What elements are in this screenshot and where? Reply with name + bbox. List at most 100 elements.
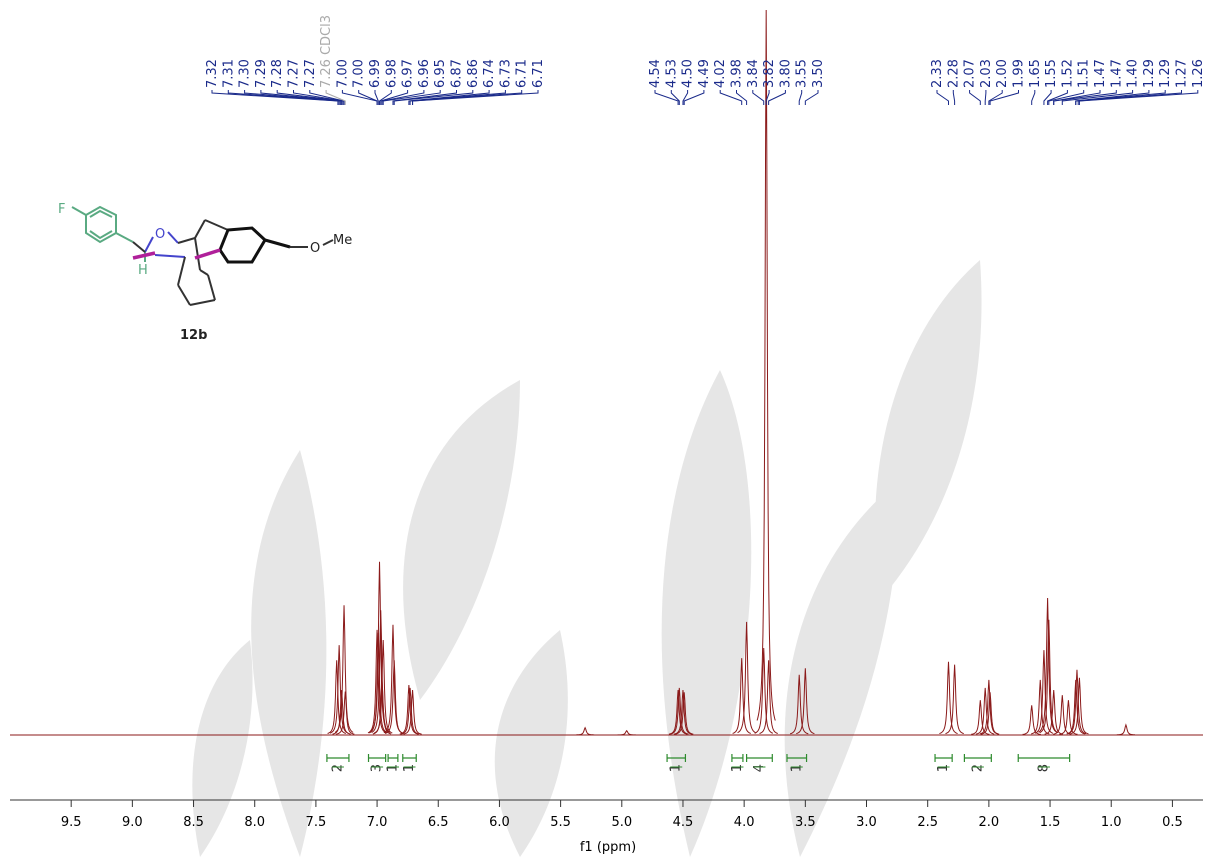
peak xyxy=(1031,679,1050,735)
peak-label: 6.87 xyxy=(450,59,465,88)
peak-connector xyxy=(768,90,786,105)
peak-label: 4.53 xyxy=(664,59,679,88)
peak-connector xyxy=(409,90,506,105)
atom-label: Me xyxy=(333,233,352,248)
peak-connector xyxy=(408,90,490,105)
peak-connector xyxy=(1048,90,1085,105)
x-tick-label: 4.5 xyxy=(673,815,694,830)
peak-label: 7.30 xyxy=(238,59,253,88)
x-tick-label: 8.5 xyxy=(183,815,204,830)
peak-label-value: 3.50 xyxy=(811,59,826,88)
peak-connector xyxy=(798,90,803,105)
peak-label: 1.40 xyxy=(1126,59,1141,88)
peak-label: 6.99 xyxy=(368,59,383,88)
x-tick-label: 2.0 xyxy=(979,815,1000,830)
peak-connector xyxy=(969,90,981,105)
peak-connector xyxy=(683,90,705,105)
peak-label-value: 3.84 xyxy=(746,59,761,88)
peak-label: 6.96 xyxy=(417,59,432,88)
x-tick-label: 7.0 xyxy=(367,815,388,830)
peak xyxy=(670,687,689,735)
peak-label: 2.33 xyxy=(930,59,945,88)
peak xyxy=(1059,700,1078,735)
peak-label: 1.26 xyxy=(1191,59,1206,88)
peak-connector xyxy=(380,90,409,105)
peak-connector xyxy=(682,90,689,105)
peak-label-value: 1.65 xyxy=(1028,59,1043,88)
peak-connector xyxy=(211,90,339,105)
peak-label: 1.47 xyxy=(1093,59,1108,88)
peak-label: 4.02 xyxy=(713,59,728,88)
x-tick-label: 5.0 xyxy=(611,815,632,830)
peak-connector xyxy=(719,90,743,105)
peak xyxy=(403,690,422,735)
peak-label-value: 6.98 xyxy=(384,59,399,88)
peak xyxy=(617,729,636,736)
peak-label: 2.28 xyxy=(946,59,961,88)
peak xyxy=(939,661,958,735)
peak-label-value: 1.55 xyxy=(1044,59,1059,88)
x-tick-label: 9.0 xyxy=(122,815,143,830)
peak-label: 7.00 xyxy=(335,59,350,88)
peak-label-value: 6.96 xyxy=(417,59,432,88)
peak-connector xyxy=(341,90,378,105)
peak-connector xyxy=(276,90,344,105)
x-axis-label: f1 (ppm) xyxy=(580,840,636,855)
peak-label: 7.27 xyxy=(303,59,318,88)
peak-connector xyxy=(392,90,457,105)
peak-connector xyxy=(736,90,748,105)
atom-label: F xyxy=(58,202,65,217)
peak-connector xyxy=(670,90,680,105)
peak-connector xyxy=(1031,90,1036,105)
peak-connector xyxy=(984,90,987,105)
peak-connector xyxy=(381,90,425,105)
peak-label-value: 1.40 xyxy=(1126,59,1141,88)
peak-label: 3.55 xyxy=(795,59,810,88)
peak-label: 1.55 xyxy=(1044,59,1059,88)
integral-label: 3 xyxy=(370,764,385,772)
peak xyxy=(732,658,751,734)
peak xyxy=(756,9,776,721)
integral-label: 1 xyxy=(385,764,400,772)
peak xyxy=(980,692,1000,735)
peak xyxy=(332,690,351,735)
peak-connector xyxy=(309,90,345,105)
peak xyxy=(754,647,774,734)
peak-label: 1.65 xyxy=(1028,59,1043,88)
x-tick-label: 9.5 xyxy=(61,815,82,830)
peak xyxy=(796,668,815,735)
peak-connector xyxy=(374,90,379,105)
peak-label: 6.86 xyxy=(466,59,481,88)
integral-label: 1 xyxy=(730,764,745,772)
peak-label-value: 3.55 xyxy=(795,59,810,88)
peak xyxy=(945,664,964,735)
peak-label: 1.51 xyxy=(1077,59,1092,88)
peak-label-value: 7.00 xyxy=(335,59,350,88)
atom-label: O xyxy=(155,227,165,242)
peak-label-value: 4.50 xyxy=(681,59,696,88)
integral-bracket xyxy=(731,754,744,762)
peak-label-value: 1.47 xyxy=(1093,59,1108,88)
peak xyxy=(1022,705,1041,735)
peak-label-value: 6.74 xyxy=(482,59,497,88)
peak-label: 1.29 xyxy=(1158,59,1173,88)
peak-connector xyxy=(244,90,341,105)
peak-label-value: 2.28 xyxy=(946,59,961,88)
peak-connector xyxy=(765,90,770,105)
peak xyxy=(789,674,809,735)
x-tick-label: 1.5 xyxy=(1040,815,1061,830)
peak-connector xyxy=(382,90,441,105)
peak-label: 7.26 CDCl3 xyxy=(319,15,334,88)
peak-label: 1.27 xyxy=(1175,59,1190,88)
peak-label-value: 6.86 xyxy=(466,59,481,88)
x-tick-label: 2.5 xyxy=(917,815,938,830)
peak-label: 1.47 xyxy=(1109,59,1124,88)
peak-connector xyxy=(260,90,343,105)
peak-label: 6.95 xyxy=(433,59,448,88)
peak-label: 7.27 xyxy=(287,59,302,88)
peak xyxy=(1070,677,1089,735)
peak-label-value: 4.02 xyxy=(713,59,728,88)
integral-bracket xyxy=(963,754,992,762)
peak-label-value: 7.32 xyxy=(205,59,220,88)
